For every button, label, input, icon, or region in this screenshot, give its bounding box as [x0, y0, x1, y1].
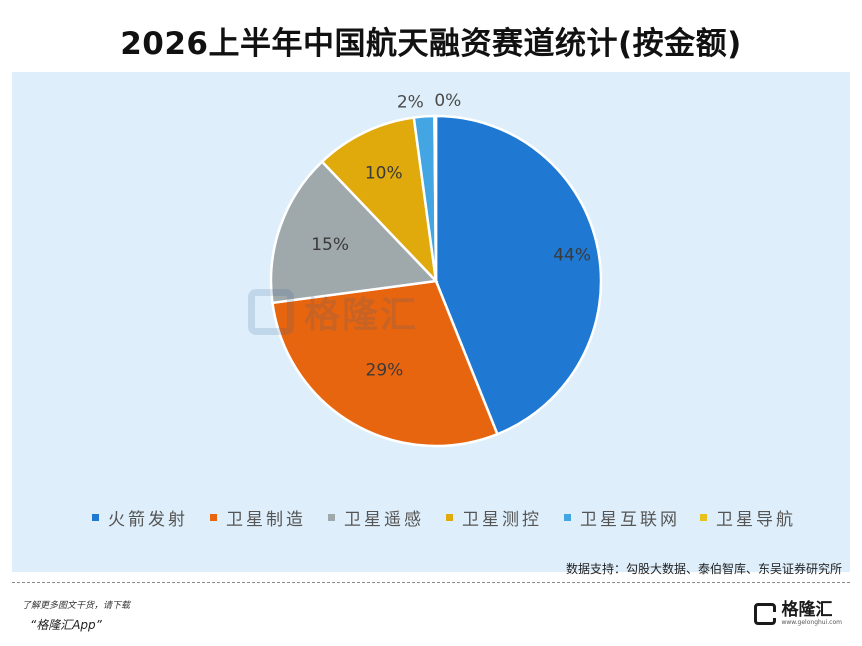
- legend-item-4[interactable]: 卫星测控: [446, 505, 542, 530]
- legend-item-2[interactable]: 卫星制造: [210, 505, 306, 530]
- legend-label: 火箭发射: [108, 510, 188, 530]
- legend-label: 卫星互联网: [580, 510, 680, 530]
- pie-chart: 44% 29% 15% 10% 2% 0%: [269, 91, 603, 448]
- pie-slice-2[interactable]: [271, 279, 500, 448]
- brand-url: www.gelonghui.com: [781, 619, 842, 626]
- watermark-logo-icon: [248, 289, 294, 335]
- legend-label: 卫星遥感: [344, 510, 424, 530]
- pie-label-5: 2%: [397, 92, 424, 112]
- pie-label-1: 44%: [553, 246, 591, 266]
- legend-swatch: [564, 514, 571, 521]
- pie-label-3: 15%: [311, 235, 349, 255]
- chart-area: 44% 29% 15% 10% 2% 0%: [12, 72, 850, 572]
- watermark: 格隆汇: [248, 286, 418, 338]
- legend-swatch: [210, 514, 217, 521]
- footer-divider: [12, 582, 850, 583]
- watermark-text: 格隆汇: [304, 295, 419, 336]
- pie-label-4: 10%: [365, 163, 403, 183]
- pie-slice-4[interactable]: [320, 116, 438, 285]
- legend-swatch: [446, 514, 453, 521]
- legend-swatch: [700, 514, 707, 521]
- pie-slice-1[interactable]: [434, 114, 603, 436]
- data-source: 数据支持：勾股大数据、泰伯智库、东吴证券研究所: [565, 562, 842, 576]
- legend-swatch: [328, 514, 335, 521]
- legend-swatch: [92, 514, 99, 521]
- legend-label: 卫星制造: [226, 510, 306, 530]
- pie-label-2: 29%: [366, 360, 404, 380]
- legend-label: 卫星测控: [462, 510, 542, 530]
- brand-name: 格隆汇: [781, 600, 833, 620]
- pie-label-6: 0%: [434, 91, 461, 111]
- footer-download-text: 了解更多图文干货，请下载: [22, 601, 131, 611]
- legend-item-5[interactable]: 卫星互联网: [564, 505, 680, 530]
- legend-item-6[interactable]: 卫星导航: [700, 505, 796, 530]
- brand-logo-icon: [754, 603, 777, 625]
- footer-app-name: “格隆汇App”: [30, 618, 102, 632]
- chart-legend: 火箭发射 卫星制造 卫星遥感 卫星测控 卫星互联网 卫星导航: [0, 505, 862, 531]
- legend-label: 卫星导航: [716, 510, 796, 530]
- pie-slice-3[interactable]: [269, 159, 439, 305]
- brand-logo[interactable]: 格隆汇 www.gelonghui.com: [754, 602, 842, 626]
- pie-slice-6[interactable]: [433, 114, 438, 282]
- legend-item-3[interactable]: 卫星遥感: [328, 505, 424, 530]
- legend-item-1[interactable]: 火箭发射: [92, 505, 188, 530]
- chart-title: 2026上半年中国航天融资赛道统计(按金额): [120, 26, 742, 62]
